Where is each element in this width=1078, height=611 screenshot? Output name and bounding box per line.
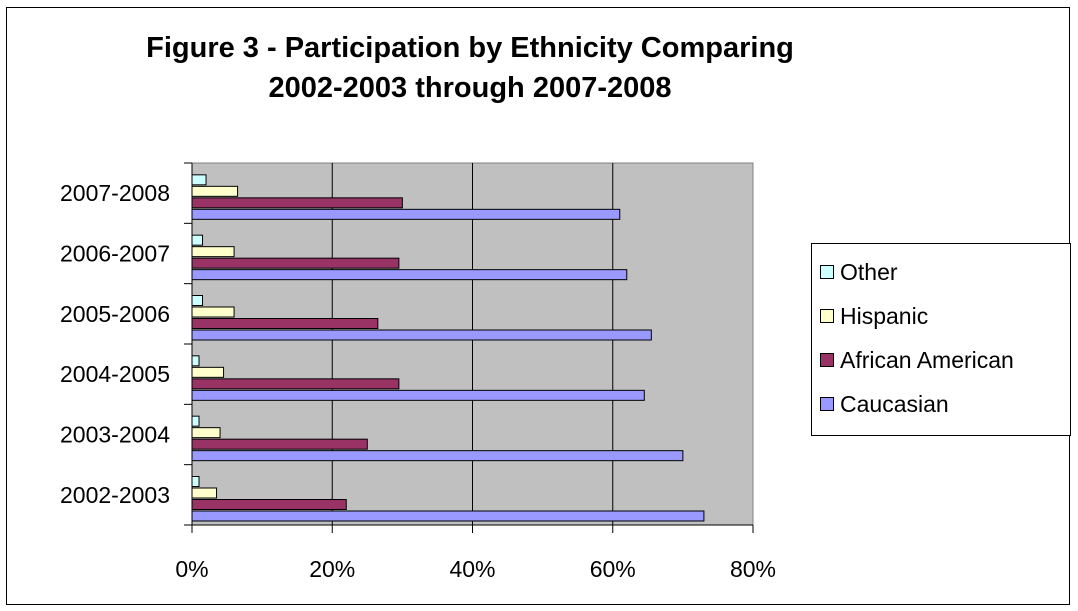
chart-legend: Other Hispanic African American Caucasian (811, 243, 1071, 436)
bar (191, 246, 235, 258)
bar (191, 306, 235, 318)
y-tick-label: 2002-2003 (60, 482, 170, 508)
x-tick-label: 20% (309, 556, 355, 582)
bar (191, 487, 218, 499)
chart-title-line-1: Figure 3 - Participation by Ethnicity Co… (146, 32, 794, 64)
x-tick-label: 40% (449, 556, 495, 582)
bar (191, 476, 200, 487)
legend-item: African American (820, 345, 1014, 375)
bar (191, 499, 347, 510)
legend-label: Caucasian (840, 390, 949, 417)
x-tick-label: 0% (175, 556, 208, 582)
bar (191, 378, 400, 390)
bar (191, 427, 221, 439)
bar (191, 295, 204, 306)
bar (191, 438, 368, 450)
bar (191, 510, 705, 522)
bar (191, 257, 400, 269)
bar (191, 450, 684, 462)
legend-swatch (820, 265, 834, 279)
x-tick-label: 80% (730, 556, 776, 582)
legend-swatch (820, 397, 834, 411)
y-tick-label: 2003-2004 (60, 422, 170, 448)
legend-item: Hispanic (820, 301, 928, 331)
chart-title-line-2: 2002-2003 through 2007-2008 (268, 72, 672, 104)
bar (191, 318, 379, 329)
bar (191, 174, 207, 186)
bar (191, 366, 225, 378)
legend-label: African American (840, 346, 1014, 373)
chart-title: Figure 3 - Participation by Ethnicity Co… (0, 28, 940, 108)
legend-item: Other (820, 257, 898, 287)
legend-item: Caucasian (820, 389, 949, 419)
legend-label: Hispanic (840, 302, 929, 329)
bar (191, 415, 200, 427)
legend-label: Other (840, 258, 898, 285)
bar (191, 269, 628, 281)
bar (191, 197, 403, 209)
y-tick-label: 2005-2006 (60, 301, 170, 327)
y-tick-label: 2006-2007 (60, 241, 170, 267)
legend-swatch (820, 353, 834, 367)
bar (191, 208, 621, 220)
bar (191, 389, 645, 401)
bar (191, 329, 652, 341)
bar (191, 234, 204, 246)
x-tick-label: 60% (590, 556, 636, 582)
legend-swatch (820, 309, 834, 323)
bar (191, 355, 200, 367)
bar (191, 185, 239, 197)
y-tick-label: 2004-2005 (60, 361, 170, 387)
y-tick-label: 2007-2008 (60, 180, 170, 206)
